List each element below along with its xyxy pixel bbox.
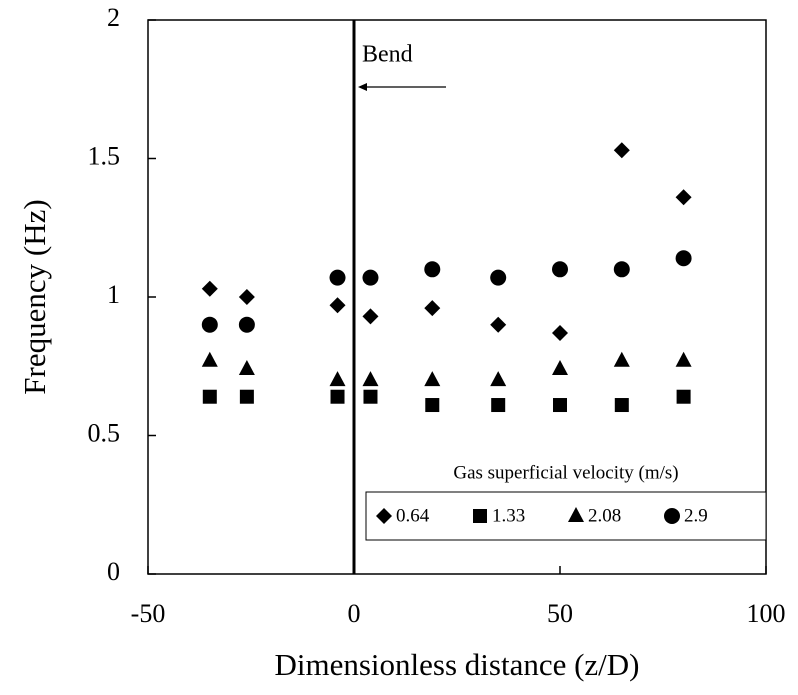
- data-point: [490, 316, 507, 333]
- data-point: [201, 280, 218, 297]
- data-point: [238, 316, 255, 333]
- legend-label: 0.64: [396, 505, 430, 526]
- y-tick-label: 2: [107, 3, 120, 32]
- data-point: [362, 269, 379, 286]
- x-tick-label: -50: [131, 599, 166, 628]
- legend-marker: [568, 507, 584, 522]
- data-point: [238, 360, 255, 376]
- data-point: [491, 398, 506, 413]
- data-point: [238, 289, 255, 305]
- x-axis-title: Dimensionless distance (z/D): [274, 647, 639, 682]
- legend-label: 2.08: [588, 505, 621, 526]
- legend-marker: [664, 508, 680, 524]
- y-tick-label: 0.5: [88, 418, 121, 447]
- data-point: [613, 142, 630, 159]
- legend-label: 2.9: [684, 505, 708, 526]
- x-tick-label: 100: [747, 599, 786, 628]
- data-point: [201, 316, 218, 333]
- data-point: [202, 389, 217, 404]
- data-point: [362, 308, 379, 325]
- data-point: [330, 389, 345, 404]
- data-point: [329, 297, 346, 314]
- data-point: [552, 325, 568, 342]
- legend-box: [365, 491, 767, 541]
- data-point: [552, 360, 568, 376]
- data-point: [425, 398, 440, 413]
- data-point: [614, 398, 629, 413]
- y-tick-label: 0: [107, 557, 120, 586]
- y-tick-label: 1.5: [88, 141, 121, 170]
- data-point: [363, 389, 378, 404]
- data-point: [675, 250, 692, 267]
- y-axis-title: Frequency (Hz): [17, 199, 52, 394]
- data-point: [552, 261, 568, 278]
- data-point: [676, 389, 691, 404]
- bend-arrowhead: [358, 83, 367, 91]
- data-point: [239, 389, 254, 404]
- data-point: [553, 398, 567, 413]
- data-point: [490, 269, 507, 286]
- data-point: [613, 261, 630, 278]
- data-point: [424, 261, 441, 278]
- data-point: [424, 300, 441, 317]
- legend-title: Gas superficial velocity (m/s): [453, 462, 678, 483]
- data-point: [362, 371, 379, 387]
- data-point: [329, 269, 346, 286]
- data-point: [424, 371, 441, 387]
- data-point: [201, 351, 218, 367]
- data-point: [613, 351, 630, 367]
- data-point: [675, 351, 692, 367]
- y-tick-label: 1: [107, 280, 120, 309]
- data-point: [490, 371, 507, 387]
- x-tick-label: 50: [547, 599, 573, 628]
- bend-label: Bend: [362, 42, 413, 68]
- x-tick-label: 0: [348, 599, 361, 628]
- legend-marker: [473, 509, 487, 523]
- legend-label: 1.33: [492, 505, 525, 526]
- data-point: [675, 189, 692, 206]
- legend-marker: [376, 508, 392, 524]
- data-point: [329, 371, 346, 387]
